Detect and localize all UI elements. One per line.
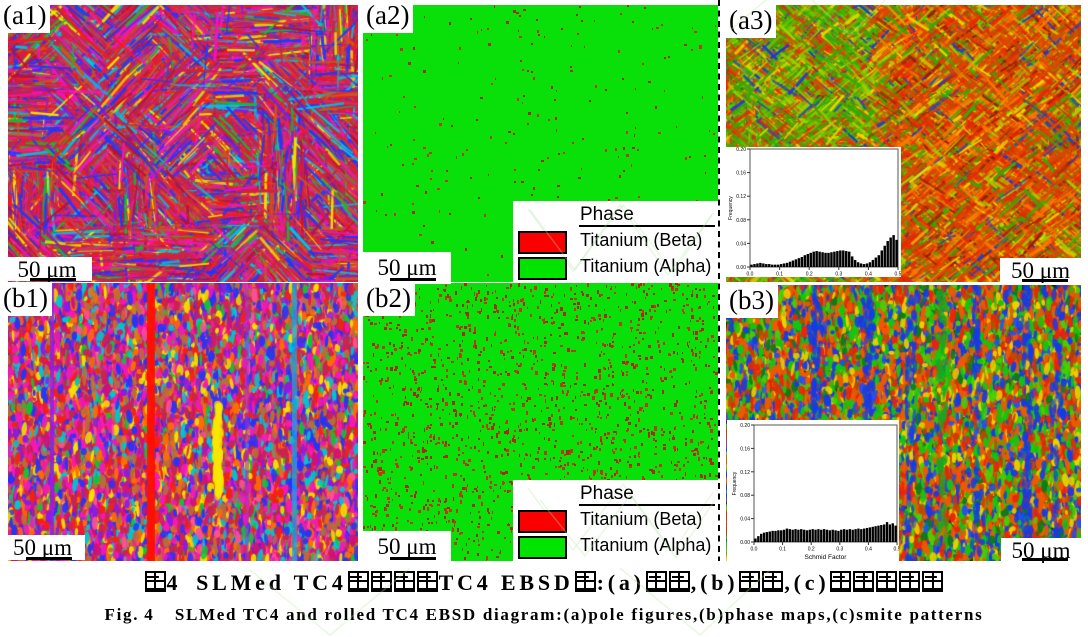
svg-text:0.16: 0.16 — [740, 446, 750, 452]
svg-text:0.2: 0.2 — [806, 272, 813, 278]
svg-text:0.1: 0.1 — [779, 547, 786, 553]
svg-text:0.5: 0.5 — [894, 547, 899, 553]
svg-text:0.20: 0.20 — [736, 147, 746, 153]
svg-text:0.3: 0.3 — [835, 272, 842, 278]
svg-text:Schmid Factor: Schmid Factor — [805, 554, 848, 561]
svg-text:Frequency: Frequency — [732, 471, 738, 495]
svg-text:0.0: 0.0 — [751, 547, 758, 553]
svg-text:0.08: 0.08 — [740, 493, 750, 499]
svg-text:0.12: 0.12 — [736, 194, 746, 200]
svg-text:0.04: 0.04 — [736, 241, 746, 247]
svg-text:0.00: 0.00 — [740, 540, 750, 546]
svg-text:0.16: 0.16 — [736, 171, 746, 177]
svg-text:0.20: 0.20 — [740, 423, 750, 429]
svg-text:0.12: 0.12 — [740, 470, 750, 476]
svg-text:0.4: 0.4 — [865, 547, 872, 553]
svg-text:0.04: 0.04 — [740, 517, 750, 523]
svg-text:0.3: 0.3 — [836, 547, 843, 553]
svg-text:0.5: 0.5 — [895, 272, 901, 278]
svg-text:0.1: 0.1 — [776, 272, 783, 278]
svg-text:0.4: 0.4 — [865, 272, 872, 278]
svg-text:0.00: 0.00 — [736, 265, 746, 271]
svg-text:Frequency: Frequency — [728, 196, 734, 220]
svg-text:0.0: 0.0 — [747, 272, 754, 278]
svg-text:0.2: 0.2 — [808, 547, 815, 553]
svg-text:0.08: 0.08 — [736, 218, 746, 224]
